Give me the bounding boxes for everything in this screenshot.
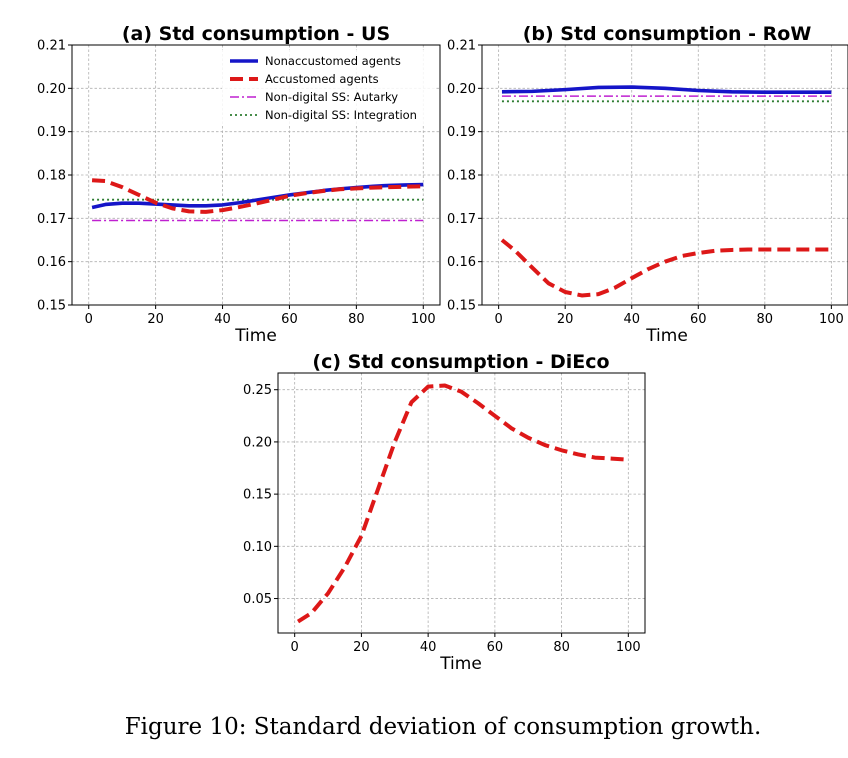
- panel-a-xlabel: Time: [234, 326, 277, 346]
- legend-label-autarky: Non-digital SS: Autarky: [265, 90, 398, 104]
- x-tick-label: 80: [553, 640, 570, 655]
- panel-c: (c) Std consumption - DiEco 0 20 40 60 80 100…: [243, 351, 646, 674]
- panel-b-xlabel: Time: [645, 326, 688, 346]
- series-line-accustomed-agents: [296, 383, 629, 624]
- x-tick-label: 60: [487, 640, 504, 655]
- panel-b-title: (b) Std consumption - RoW: [523, 23, 812, 45]
- y-tick-label: 0.15: [37, 299, 66, 314]
- panel-c-xlabel: Time: [439, 654, 482, 674]
- y-tick-label: 0.21: [447, 39, 476, 54]
- x-tick-label: 80: [348, 312, 365, 327]
- y-tick-label: 0.16: [447, 255, 476, 270]
- y-tick-label: 0.16: [37, 255, 66, 270]
- y-tick-label: 0.21: [37, 39, 66, 54]
- x-tick-label: 100: [819, 312, 844, 327]
- x-tick-label: 20: [557, 312, 574, 327]
- y-tick-label: 0.15: [447, 299, 476, 314]
- legend: Nonaccustomed agents Accustomed agents N…: [222, 50, 436, 126]
- panel-c-ticks: 0 20 40 60 80 100 0.05 0.10 0.15 0.20 0.25: [243, 383, 641, 655]
- panel-c-frame: [277, 372, 646, 634]
- x-tick-label: 80: [757, 312, 774, 327]
- x-tick-label: 0: [85, 312, 93, 327]
- x-tick-label: 40: [420, 640, 437, 655]
- panel-a-title: (a) Std consumption - US: [122, 23, 390, 45]
- x-tick-label: 0: [494, 312, 502, 327]
- panel-b-grid: [482, 44, 848, 306]
- y-tick-label: 0.10: [243, 540, 272, 555]
- x-tick-label: 40: [214, 312, 231, 327]
- x-tick-label: 0: [291, 640, 299, 655]
- x-tick-label: 20: [147, 312, 164, 327]
- x-tick-label: 60: [281, 312, 298, 327]
- panel-c-title: (c) Std consumption - DiEco: [312, 351, 609, 373]
- panel-c-series: [296, 383, 629, 624]
- legend-label-nonaccustomed: Nonaccustomed agents: [265, 54, 401, 68]
- y-tick-label: 0.18: [37, 169, 66, 184]
- y-tick-label: 0.17: [37, 212, 66, 227]
- panel-a-series: [91, 178, 424, 222]
- y-tick-label: 0.15: [243, 488, 272, 503]
- panel-c-grid: [278, 373, 645, 633]
- series-line-nonaccustomed-agents: [91, 182, 424, 210]
- x-tick-label: 100: [616, 640, 641, 655]
- x-tick-label: 20: [353, 640, 370, 655]
- x-tick-label: 100: [411, 312, 436, 327]
- y-tick-label: 0.18: [447, 169, 476, 184]
- series-line-accustomed-agents: [500, 238, 832, 298]
- panel-a-ticks: 0 20 40 60 80 100 0.15 0.16 0.17 0.18 0.19 0.20 0.21: [37, 39, 436, 328]
- legend-label-accustomed: Accustomed agents: [265, 72, 379, 86]
- legend-label-integration: Non-digital SS: Integration: [265, 108, 417, 122]
- y-tick-label: 0.19: [37, 125, 66, 140]
- panel-b: (b) Std consumption - RoW 0 20 40 60 80 100 0.…: [447, 23, 848, 346]
- figure-caption: Figure 10: Standard deviation of consump…: [125, 714, 762, 740]
- y-tick-label: 0.20: [243, 435, 272, 450]
- y-tick-label: 0.19: [447, 125, 476, 140]
- y-tick-label: 0.17: [447, 212, 476, 227]
- y-tick-label: 0.20: [37, 82, 66, 97]
- panel-b-series: [500, 85, 832, 298]
- x-tick-label: 40: [623, 312, 640, 327]
- y-tick-label: 0.20: [447, 82, 476, 97]
- y-tick-label: 0.05: [243, 592, 272, 607]
- x-tick-label: 60: [690, 312, 707, 327]
- panel-b-ticks: 0 20 40 60 80 100 0.15 0.16 0.17 0.18 0.19 0.20 0.21: [447, 39, 844, 328]
- series-line-nonaccustomed-agents: [501, 85, 832, 95]
- y-tick-label: 0.25: [243, 383, 272, 398]
- panel-a: (a) Std consumption - US 0 20 40 60 80 100 0.1…: [37, 23, 441, 346]
